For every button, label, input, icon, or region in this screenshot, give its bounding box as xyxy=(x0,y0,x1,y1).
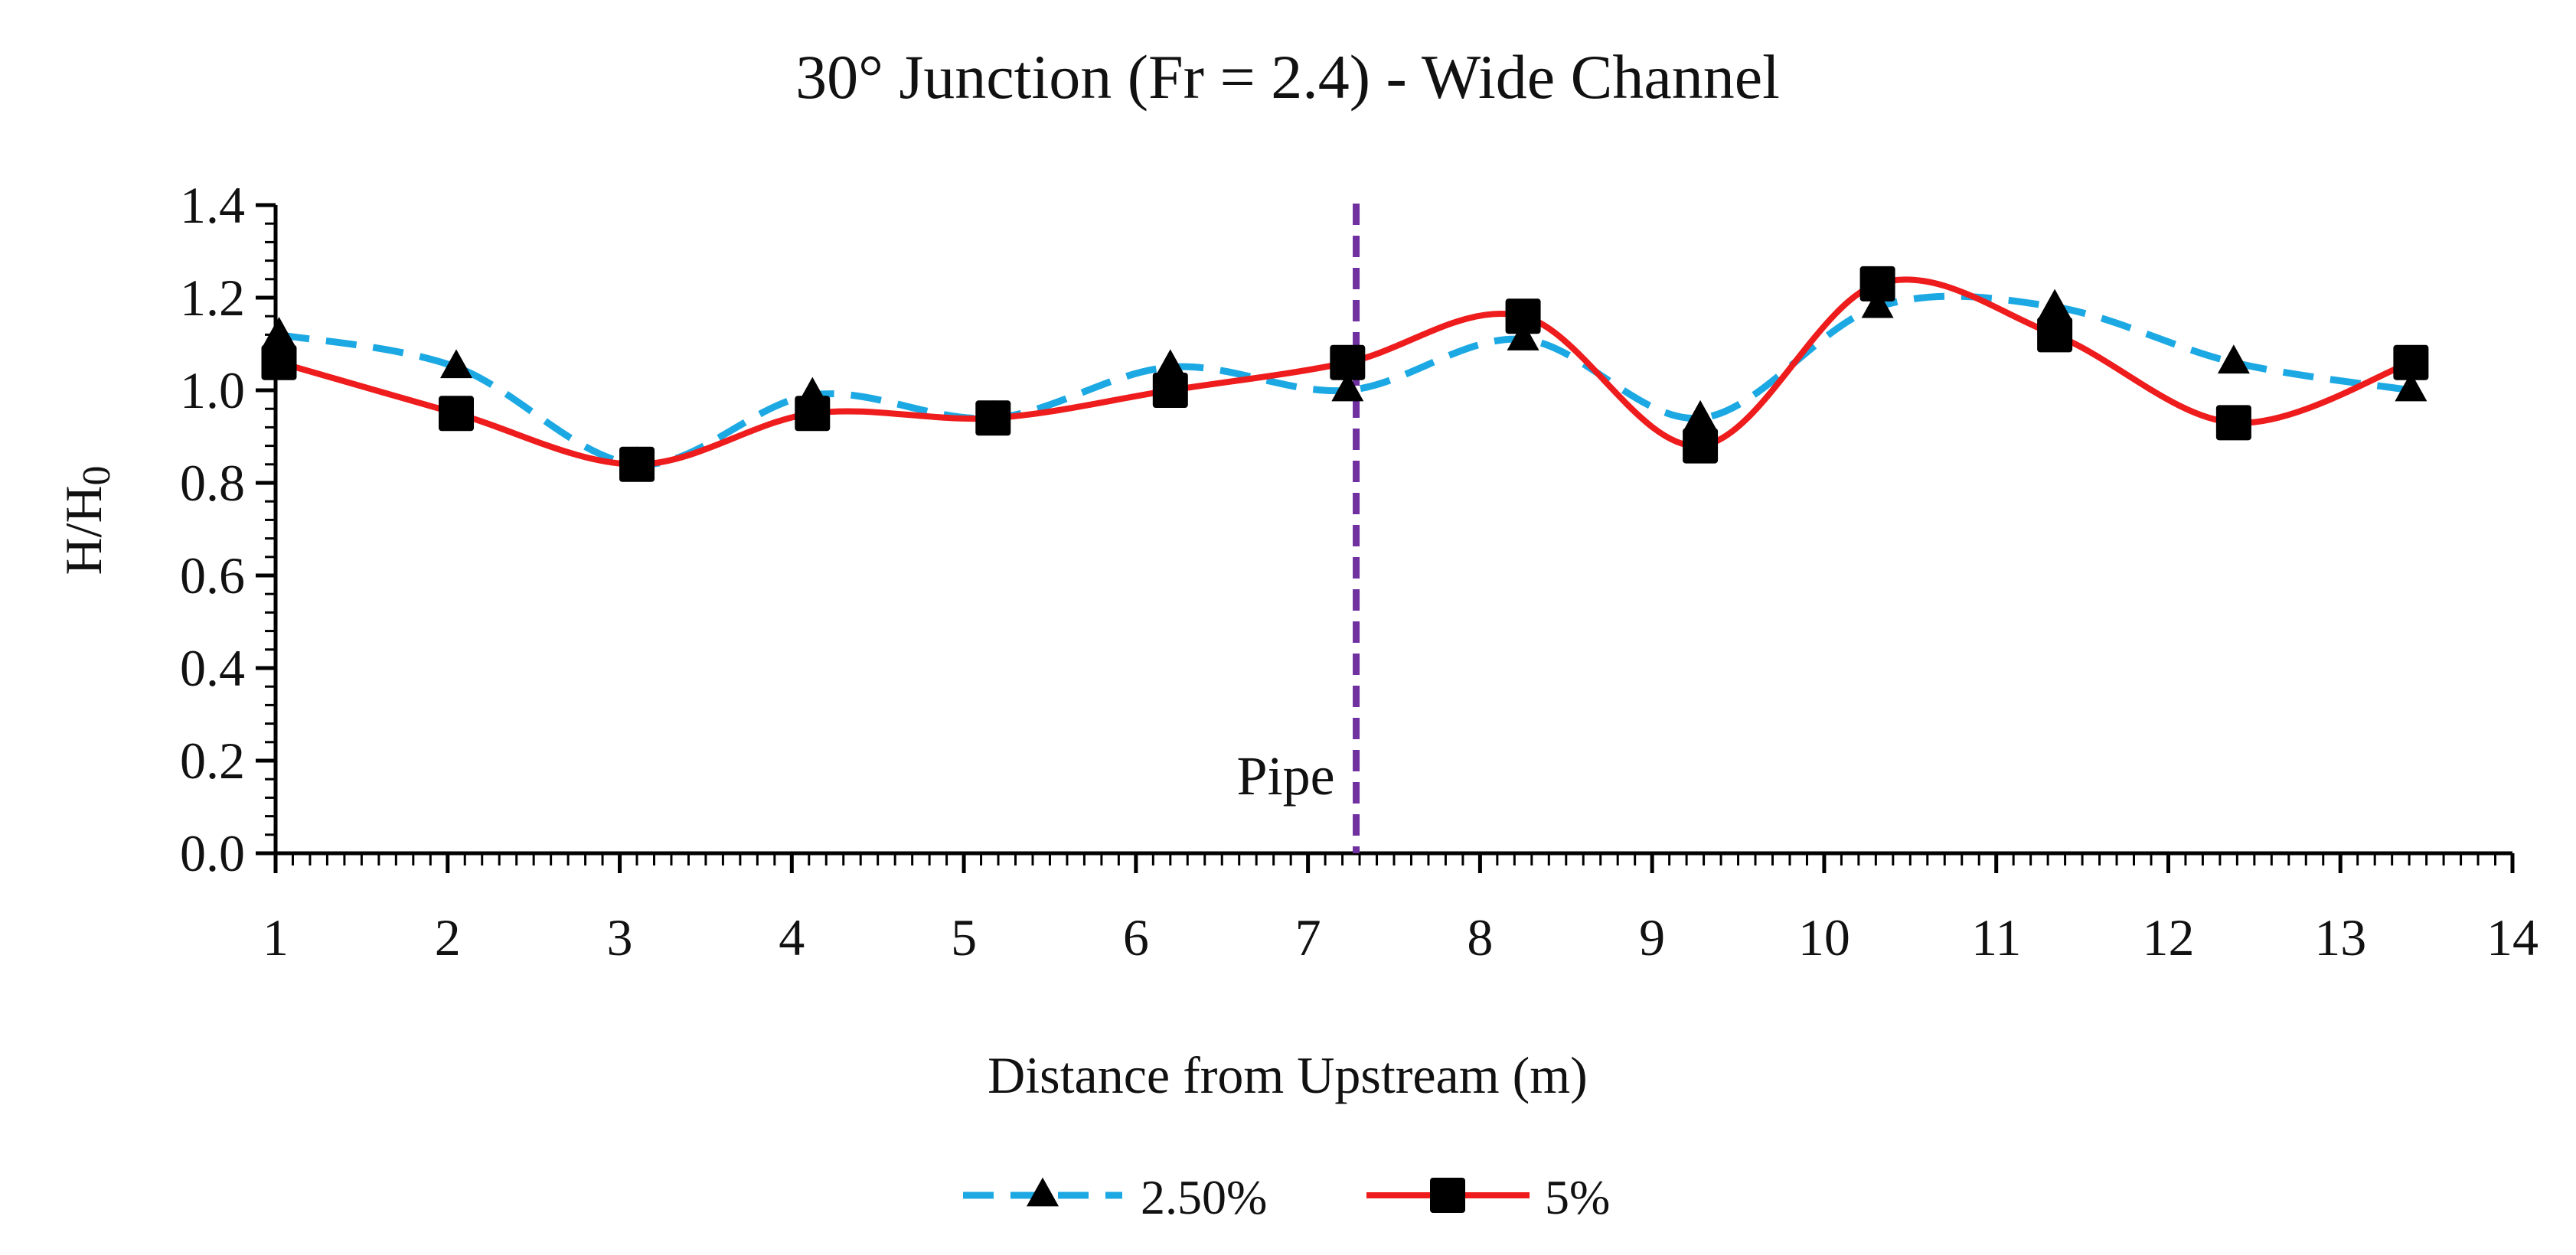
x-tick-label: 2 xyxy=(435,908,461,967)
data-point-series-2 xyxy=(2215,405,2251,441)
y-tick-label: 1.2 xyxy=(180,269,245,327)
data-point-series-1 xyxy=(1331,372,1364,402)
data-point-series-1 xyxy=(1154,349,1187,379)
x-tick-label: 13 xyxy=(2314,908,2366,967)
x-tick-label: 7 xyxy=(1295,908,1321,967)
data-point-series-1 xyxy=(1507,321,1539,350)
x-tick-label: 3 xyxy=(607,908,633,967)
svg-text:H/H0: H/H0 xyxy=(54,465,119,575)
legend-label-2: 5% xyxy=(1545,1170,1610,1224)
x-tick-label: 9 xyxy=(1639,908,1665,967)
x-tick-label: 8 xyxy=(1467,908,1493,967)
chart-title: 30° Junction (Fr = 2.4) - Wide Channel xyxy=(795,42,1780,112)
x-tick-label: 5 xyxy=(951,908,977,967)
data-point-series-2 xyxy=(1505,298,1541,334)
y-axis-label-main: H/H xyxy=(54,485,113,575)
data-point-series-1 xyxy=(2039,288,2072,318)
plot-area: 0.00.20.40.60.81.01.21.41 2 3 4 5 6 7 8 9 10 11 12 1… xyxy=(180,176,2538,967)
data-point-series-2 xyxy=(1859,266,1895,302)
y-tick-label: 0.2 xyxy=(180,732,245,790)
y-tick-label: 1.0 xyxy=(180,361,245,419)
data-point-series-1 xyxy=(1861,288,1894,318)
data-point-series-1 xyxy=(2395,372,2427,402)
data-point-series-2 xyxy=(1330,344,1366,380)
data-point-series-2 xyxy=(795,396,831,432)
data-point-series-1 xyxy=(440,349,473,379)
x-tick-label: 12 xyxy=(2142,908,2194,967)
y-axis-label-subscript: 0 xyxy=(75,465,119,485)
legend: 2.50% 5% xyxy=(963,1170,1610,1224)
data-point-series-2 xyxy=(2037,317,2073,353)
data-point-series-1 xyxy=(1684,399,1717,429)
x-tick-label: 1 xyxy=(263,908,289,967)
pipe-annotation-label: Pipe xyxy=(1237,745,1335,807)
y-tick-label: 0.0 xyxy=(180,824,245,882)
y-tick-label: 0.8 xyxy=(180,454,245,512)
y-tick-label: 0.6 xyxy=(180,546,245,605)
legend-label-1: 2.50% xyxy=(1141,1170,1267,1224)
data-point-series-2 xyxy=(619,446,655,482)
data-point-series-2 xyxy=(2393,344,2429,380)
data-point-series-2 xyxy=(975,400,1011,436)
data-point-series-1 xyxy=(263,316,295,346)
x-tick-label: 6 xyxy=(1123,908,1149,967)
y-tick-label: 0.4 xyxy=(180,639,245,697)
x-tick-label: 14 xyxy=(2486,908,2538,967)
data-point-series-2 xyxy=(439,396,475,432)
x-tick-label: 4 xyxy=(779,908,805,967)
y-axis-label: H/H0 xyxy=(54,465,119,575)
x-axis-label: Distance from Upstream (m) xyxy=(988,1046,1588,1104)
y-tick-label: 1.4 xyxy=(180,176,245,234)
x-tick-label: 11 xyxy=(1971,908,2021,967)
data-point-series-2 xyxy=(261,344,297,380)
legend-marker-2 xyxy=(1430,1178,1465,1213)
x-tick-label: 10 xyxy=(1798,908,1850,967)
data-point-series-1 xyxy=(2217,344,2250,374)
data-point-series-2 xyxy=(1683,428,1719,464)
legend-marker-1 xyxy=(1027,1177,1059,1207)
data-point-series-2 xyxy=(1152,373,1188,408)
